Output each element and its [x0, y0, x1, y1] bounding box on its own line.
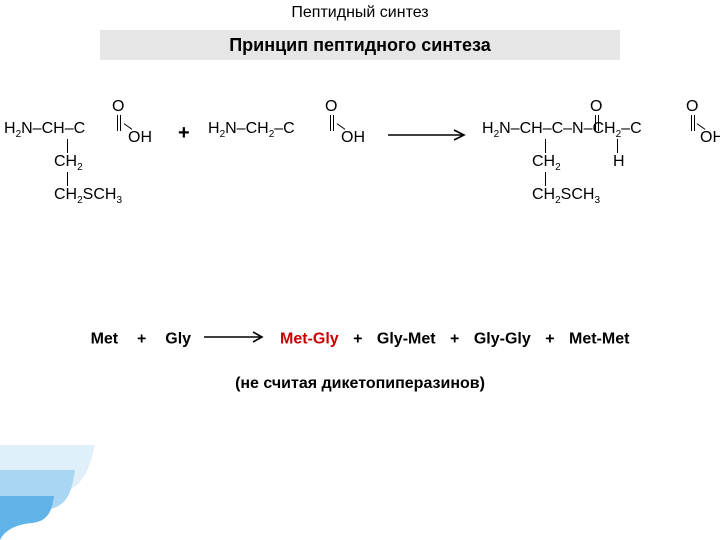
vertical-bond-icon: [67, 172, 68, 186]
oh-label: OH: [128, 129, 152, 147]
formula-main-line: H2N–CH–C–N–CH2–C OH: [482, 120, 642, 138]
product-met-met: Met-Met: [569, 331, 629, 348]
sub-row: CH2 H: [482, 153, 642, 171]
vertical-bond-icon: [545, 139, 546, 153]
reagent-methionine: O H2N–CH–C OH CH2 CH2SCH3: [4, 120, 122, 204]
plus-sep: +: [353, 331, 362, 348]
abbrev-met: Met: [91, 331, 119, 348]
vertical-bond-icon: [545, 172, 546, 186]
double-bond-lines: [691, 115, 695, 131]
side-chain-2: CH2SCH3: [532, 186, 642, 204]
reaction-scheme: O H2N–CH–C OH CH2 CH2SCH3 + O H2N–CH2–C …: [0, 100, 720, 250]
double-bond-lines: [330, 115, 334, 131]
product-gly-gly: Gly-Gly: [474, 331, 531, 348]
double-bond-o: O: [325, 98, 337, 116]
plus-sep: +: [545, 331, 554, 348]
oh-label: OH: [341, 129, 365, 147]
products-summary-row: Met + Gly Met-Gly + Gly-Met + Gly-Gly + …: [0, 330, 720, 349]
abbrev-gly: Gly: [165, 331, 191, 348]
product-dipeptide: O O H2N–CH–C–N–CH2–C OH CH2 H CH2SCH3: [482, 120, 642, 204]
product-met-gly: Met-Gly: [280, 331, 339, 348]
vertical-bond-icon: [67, 139, 68, 153]
footnote: (не считая дикетопиперазинов): [0, 375, 720, 393]
products-arrow-icon: [204, 330, 268, 349]
page-title: Пептидный синтез: [0, 4, 720, 22]
reagent-glycine: O H2N–CH2–C OH: [208, 120, 295, 138]
double-bond-o: O: [112, 98, 124, 116]
oh-label: OH: [700, 129, 720, 147]
product-gly-met: Gly-Met: [377, 331, 436, 348]
plus-sep: +: [137, 331, 146, 348]
formula-main-line: H2N–CH2–C OH: [208, 120, 295, 138]
subtitle-bar: Принцип пептидного синтеза: [100, 30, 620, 60]
vertical-bond-icon: [617, 139, 618, 153]
nh-label: H: [613, 153, 625, 171]
side-chain-1: CH2: [54, 153, 122, 171]
corner-decoration-icon: [0, 410, 130, 540]
side-chain-2: CH2SCH3: [54, 186, 122, 204]
plus-operator: +: [178, 122, 190, 145]
plus-sep: +: [450, 331, 459, 348]
double-bond-o: O: [590, 98, 602, 116]
double-bond-o: O: [686, 98, 698, 116]
formula-main-line: H2N–CH–C OH: [4, 120, 122, 138]
